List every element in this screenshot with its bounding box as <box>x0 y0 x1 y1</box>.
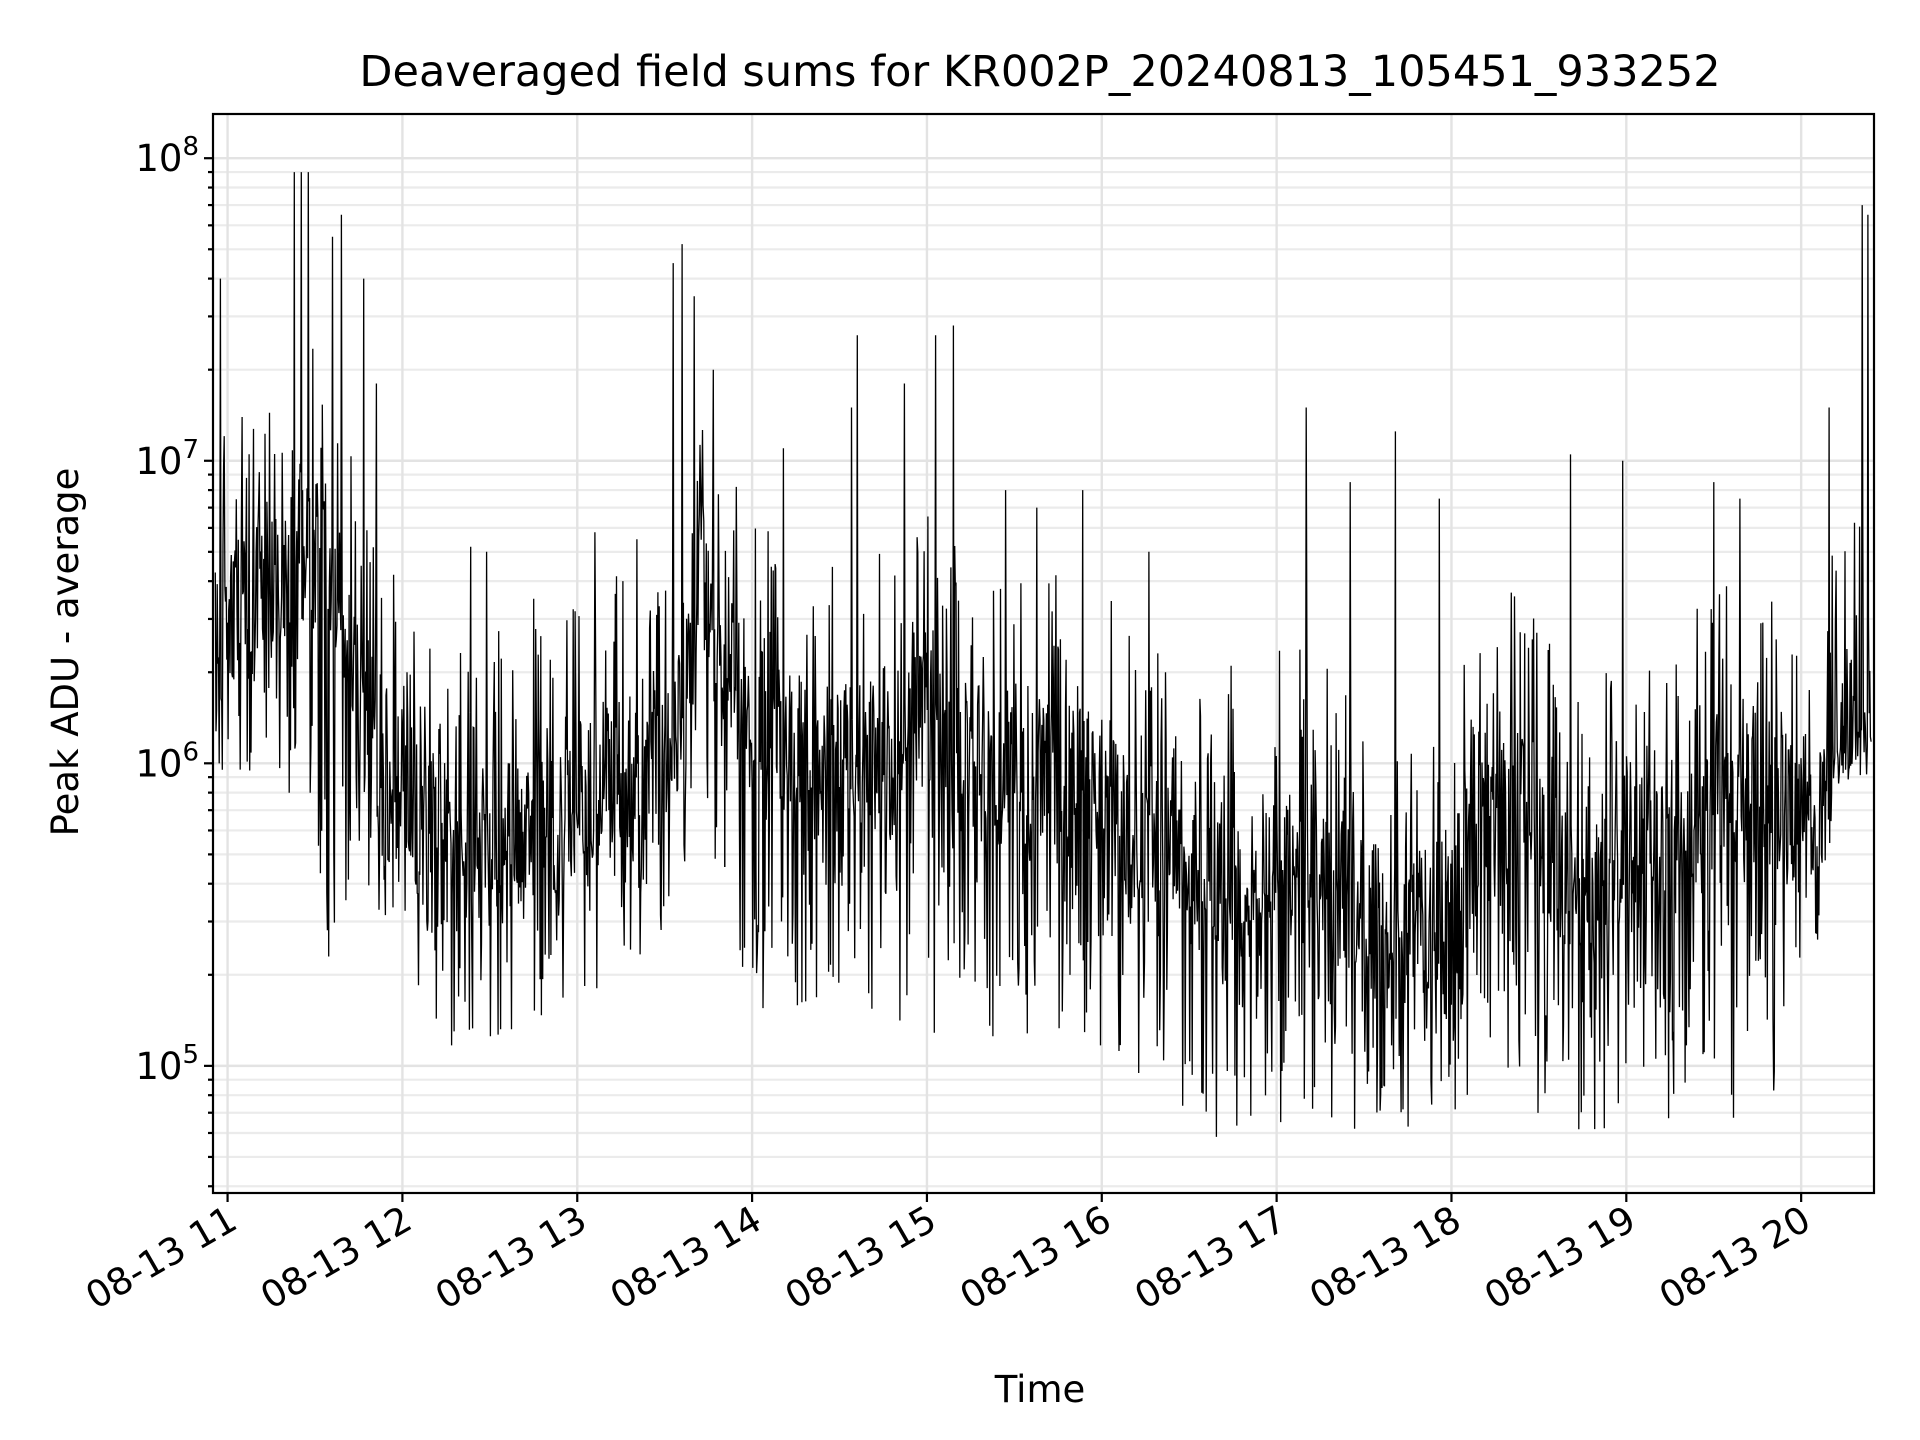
series-line-segment <box>851 325 981 1033</box>
series-line-segment <box>978 490 1108 1046</box>
plot-area <box>214 172 1872 1137</box>
y-tick-label: 105 <box>135 1040 199 1088</box>
series-line-segment <box>1743 205 1872 1091</box>
x-axis-label: Time <box>994 1368 1086 1411</box>
series-line-segment <box>596 244 726 955</box>
series-line-segment <box>1233 407 1363 1129</box>
y-axis-label: Peak ADU - average <box>44 468 87 837</box>
plot-frame <box>211 112 1876 1195</box>
series-line-segment <box>1360 431 1490 1127</box>
series-line-segment <box>469 532 599 1037</box>
y-tick-label: 106 <box>135 737 199 785</box>
series-line-segment <box>342 278 471 1046</box>
y-tick-label: 108 <box>135 132 199 180</box>
series-line-segment <box>214 172 344 957</box>
series-line-segment <box>1106 551 1235 1137</box>
series-line-segment <box>724 407 853 1009</box>
series-line-segment <box>1488 454 1618 1130</box>
series-line-segment <box>1615 460 1745 1119</box>
chart-title: Deaveraged field sums for KR002P_2024081… <box>359 47 1720 97</box>
y-tick-label: 107 <box>135 435 199 483</box>
